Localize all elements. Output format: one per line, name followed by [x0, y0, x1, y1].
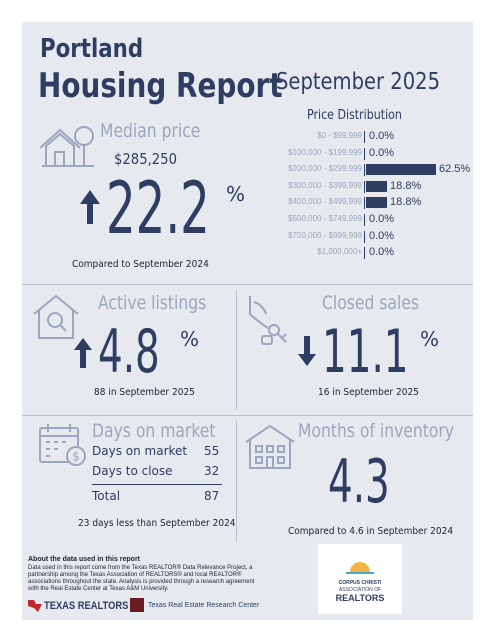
building-icon: [245, 424, 295, 469]
total-divider: [92, 484, 222, 485]
price-bar: [366, 180, 388, 192]
price-range-label: $200,000 - $299,999: [288, 164, 362, 174]
price-percent: 0.0%: [369, 213, 395, 225]
price-axis-tick: [364, 197, 365, 210]
price-percent: 0.0%: [369, 246, 395, 259]
price-axis-tick: [364, 131, 365, 143]
about-line: Data used in this report come from the T…: [28, 565, 253, 571]
house-tree-icon: [39, 126, 94, 167]
trerc-logo: Texas Real Estate Research Center: [148, 602, 260, 609]
divider: [22, 415, 473, 416]
price-axis-tick: [364, 164, 365, 177]
price-range-label: $100,000 - $199,999: [288, 147, 362, 157]
dom-row-value: 32: [204, 464, 220, 478]
texas-realtors-logo-icon: [28, 600, 42, 612]
price-row: $0 - $99,999 0.0%: [252, 130, 472, 146]
dom-row-label: Days to close: [92, 464, 173, 478]
months-inventory-value: 4.3: [328, 447, 390, 517]
median-price-pct-sign: %: [226, 182, 246, 206]
closed-sales-pct-sign: %: [420, 327, 440, 351]
price-range-label: $750,000 - $999,999: [288, 230, 362, 240]
price-range-label: $300,000 - $399,999: [288, 180, 362, 190]
dom-row-label: Days on market: [92, 444, 188, 458]
dom-total-label: Total: [92, 489, 121, 503]
price-bar: [366, 164, 436, 176]
active-listings-change: 4.8: [98, 317, 160, 387]
report-month: September 2025: [276, 69, 441, 95]
closed-sales-note: 16 in September 2025: [318, 387, 419, 398]
about-line: associations throughout the state. Analy…: [28, 579, 255, 585]
city-title: Portland: [40, 34, 144, 64]
about-line: partnership among the Texas Association …: [28, 572, 242, 578]
report-page: Portland Housing Report September 2025 M…: [22, 22, 473, 620]
closed-sales-label: Closed sales: [322, 292, 419, 314]
arrow-up-icon: [80, 190, 100, 224]
price-percent: 0.0%: [369, 229, 395, 242]
closed-sales-change: 11.1: [322, 317, 409, 387]
months-inventory-label: Months of inventory: [298, 420, 455, 442]
price-row: $100,000 - $199,999 0.0%: [252, 147, 472, 163]
price-range-label: $1,000,000+: [317, 247, 362, 257]
texas-realtors-logo: TEXAS REALTORS: [44, 600, 129, 612]
price-range-label: $500,000 - $749,999: [288, 214, 362, 223]
days-on-market-label: Days on market: [92, 420, 216, 442]
about-text: Data used in this report come from the T…: [28, 565, 254, 593]
median-price-compare: Compared to September 2024: [72, 259, 209, 270]
divider: [22, 284, 473, 285]
svg-text:$: $: [72, 450, 80, 464]
price-percent: 18.8%: [390, 179, 422, 192]
price-percent: 62.5%: [439, 163, 471, 176]
price-row: $500,000 - $749,999 0.0%: [252, 213, 472, 229]
months-inventory-note: Compared to 4.6 in September 2024: [288, 526, 454, 537]
active-listings-pct-sign: %: [180, 327, 200, 351]
median-price-value: $285,250: [114, 150, 177, 168]
price-row: $750,000 - $999,999 0.0%: [252, 230, 472, 246]
median-price-change: 22.2: [106, 166, 210, 250]
days-on-market-note: 23 days less than September 2024: [78, 518, 236, 529]
cc-line1: CORPUS CHRISTI: [338, 580, 382, 586]
price-range-label: $400,000 - $499,999: [288, 197, 362, 207]
median-price-label: Median price: [100, 120, 201, 142]
price-axis-tick: [364, 247, 365, 260]
price-axis-tick: [364, 180, 365, 193]
price-row: $300,000 - $399,999 18.8%: [252, 180, 472, 196]
key-hand-icon: [249, 296, 287, 345]
price-row: $1,000,000+ 0.0%: [252, 246, 472, 262]
price-percent: 0.0%: [369, 146, 395, 159]
price-axis-tick: [364, 214, 365, 226]
price-axis-tick: [364, 230, 365, 243]
cc-line3: REALTORS: [335, 593, 385, 603]
arrow-up-icon: [74, 338, 92, 368]
price-percent: 18.8%: [390, 196, 422, 209]
calendar-dollar-icon: $: [39, 424, 86, 466]
divider: [236, 420, 237, 542]
sun-icon: [346, 562, 374, 574]
price-percent: 0.0%: [369, 130, 395, 142]
divider: [236, 290, 237, 410]
price-row: $400,000 - $499,999 18.8%: [252, 196, 472, 212]
price-distribution-title: Price Distribution: [307, 108, 402, 123]
dom-total-value: 87: [204, 489, 220, 503]
price-row: $200,000 - $299,999 62.5%: [252, 163, 472, 179]
about-line: with the Real Estate Center at Texas A&M…: [28, 586, 169, 592]
price-axis-tick: [364, 147, 365, 160]
house-search-icon: [33, 294, 79, 339]
price-range-label: $0 - $99,999: [317, 131, 362, 140]
report-title: Housing Report: [38, 66, 283, 106]
active-listings-note: 88 in September 2025: [94, 387, 195, 398]
trerc-logo-icon: [130, 598, 144, 612]
about-title: About the data used in this report: [28, 556, 141, 563]
arrow-down-icon: [298, 336, 316, 366]
price-bar: [366, 197, 388, 209]
dom-row-value: 55: [204, 444, 220, 458]
active-listings-label: Active listings: [98, 292, 207, 314]
cc-line2: ASSOCIATION OF: [338, 587, 382, 593]
corpus-christi-logo: CORPUS CHRISTI ASSOCIATION OF REALTORS: [318, 544, 402, 614]
